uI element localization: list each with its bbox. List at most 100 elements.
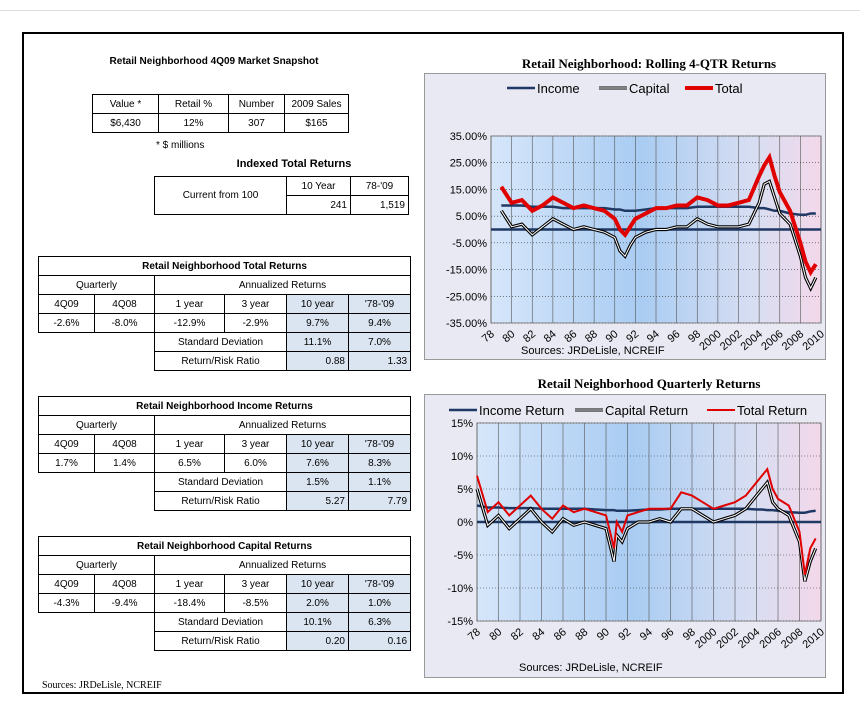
x-tick-label: 2006: [757, 626, 783, 651]
total-sd-78: 7.0%: [347, 332, 412, 352]
snapshot-header-value: Value *: [92, 94, 159, 114]
snapshot-retail: 12%: [158, 113, 229, 133]
snapshot-header-sales: 2009 Sales: [284, 94, 349, 114]
y-tick-label: 25.00%: [450, 158, 488, 170]
y-tick-label: -5.00%: [452, 238, 487, 250]
income-header-cell: '78-'09: [347, 434, 412, 454]
income-title-row: Retail Neighborhood Income Returns: [37, 396, 412, 416]
income-value-cell: 8.3%: [347, 453, 412, 473]
y-tick-label: -15%: [447, 616, 473, 628]
y-tick-label: -10%: [447, 583, 473, 595]
income-value-cell: 7.6%: [286, 453, 349, 473]
total-rr-label: Return/Risk Ratio: [154, 351, 287, 371]
total-header-cell: 4Q08: [94, 294, 155, 314]
y-tick-label: -15.00%: [446, 265, 487, 277]
capital-rr-label: Return/Risk Ratio: [154, 631, 287, 651]
x-tick-label: 82: [509, 626, 526, 643]
capital-value-cell: -8.5%: [224, 593, 287, 613]
total-rr-78: 1.33: [347, 351, 412, 371]
income-rr-78: 7.79: [347, 491, 412, 511]
total-header-cell: 1 year: [154, 294, 225, 314]
y-tick-label: 0%: [457, 517, 473, 529]
x-tick-label: 2000: [693, 626, 719, 651]
total-header-cell: 3 year: [224, 294, 287, 314]
y-tick-label: 5.00%: [456, 211, 487, 223]
x-tick-label: 2002: [718, 328, 744, 353]
snapshot-note: * $ millions: [156, 140, 205, 151]
x-tick-label: 84: [542, 328, 559, 345]
x-tick-label: 92: [624, 328, 641, 345]
income-sd-label: Standard Deviation: [154, 472, 287, 492]
x-tick-label: 88: [583, 328, 600, 345]
x-tick-label: 2010: [800, 626, 825, 651]
capital-returns-table: Retail Neighborhood Capital Returns Quart…: [37, 536, 412, 651]
chart1-panel: 35.00% 25.00% 15.00% 5.00% -5.00% -15.00% -25.…: [424, 73, 827, 360]
series-line-capital-inner: [500, 180, 817, 290]
x-tick-label: 90: [595, 626, 612, 643]
capital-header-cell: 10 year: [286, 574, 349, 594]
capital-header-cell: 1 year: [154, 574, 225, 594]
income-header-cell: 1 year: [154, 434, 225, 454]
x-tick-label: 92: [616, 626, 633, 643]
x-tick-label: 90: [604, 328, 621, 345]
x-tick-label: 2002: [714, 626, 740, 651]
capital-rr-10yr: 0.20: [286, 631, 349, 651]
legend-label: Capital Return: [605, 403, 688, 418]
legend-label: Capital: [629, 81, 670, 96]
income-header-cell: 10 year: [286, 434, 349, 454]
indexed-table: Current from 100 10 Year 78-'09 241 1,51…: [154, 176, 409, 215]
capital-sd-78: 6.3%: [347, 612, 412, 632]
series-line-total: [476, 467, 817, 575]
indexed-10yr: 241: [286, 195, 351, 215]
capital-value-cell: -4.3%: [38, 593, 95, 613]
x-tick-label: 2004: [739, 328, 765, 353]
total-header-cell: 10 year: [286, 294, 349, 314]
total-rr-row: Return/Risk Ratio 0.88 1.33: [39, 351, 412, 371]
capital-sd-label: Standard Deviation: [154, 612, 287, 632]
y-tick-label: 35.00%: [450, 131, 488, 143]
x-tick-label: 80: [487, 626, 504, 643]
chart-source: Sources: JRDeLisle, NCREIF: [519, 662, 663, 674]
total-returns-table: Retail Neighborhood Total Returns Quarter…: [37, 256, 412, 371]
total-value-cell: -2.9%: [224, 313, 287, 333]
total-header-cell: 4Q09: [38, 294, 95, 314]
capital-group-row: Quarterly Annualized Returns: [38, 555, 412, 575]
income-quarterly-label: Quarterly: [38, 415, 155, 435]
total-value-cell: -8.0%: [94, 313, 155, 333]
total-header-cell: '78-'09: [347, 294, 412, 314]
legend-label: Total: [715, 81, 743, 96]
total-quarterly-label: Quarterly: [38, 275, 155, 295]
top-divider: [0, 10, 860, 11]
footer-source: Sources: JRDeLisle, NCREIF: [42, 680, 162, 691]
income-rr-row: Return/Risk Ratio 5.27 7.79: [39, 491, 412, 511]
income-table-title: Retail Neighborhood Income Returns: [37, 396, 412, 416]
total-value-cell: -2.6%: [38, 313, 95, 333]
income-header-cell: 4Q09: [38, 434, 95, 454]
income-value-row: 1.7% 1.4% 6.5% 6.0% 7.6% 8.3%: [38, 453, 412, 473]
total-header-row: 4Q09 4Q08 1 year 3 year 10 year '78-'09: [38, 294, 412, 314]
capital-sd-row: Standard Deviation 10.1% 6.3%: [39, 612, 412, 632]
income-value-cell: 6.5%: [154, 453, 225, 473]
capital-value-cell: 1.0%: [347, 593, 412, 613]
total-sd-10yr: 11.1%: [286, 332, 349, 352]
capital-header-cell: '78-'09: [347, 574, 412, 594]
y-tick-label: 10%: [451, 451, 473, 463]
y-tick-label: 5%: [457, 484, 473, 496]
y-tick-label: -5%: [453, 550, 473, 562]
chart2-panel: 15% 10% 5% 0% -5% -10% -15% 78 80 82 84 86 88 90 92 94 9…: [424, 394, 827, 678]
capital-quarterly-label: Quarterly: [38, 555, 155, 575]
income-group-row: Quarterly Annualized Returns: [38, 415, 412, 435]
total-sd-label: Standard Deviation: [154, 332, 287, 352]
income-sd-row: Standard Deviation 1.5% 1.1%: [39, 472, 412, 492]
income-header-cell: 4Q08: [94, 434, 155, 454]
income-rr-10yr: 5.27: [286, 491, 349, 511]
income-returns-table: Retail Neighborhood Income Returns Quarte…: [37, 396, 412, 511]
legend-label: Income Return: [479, 403, 564, 418]
income-value-cell: 1.4%: [94, 453, 155, 473]
capital-table-title: Retail Neighborhood Capital Returns: [37, 536, 412, 556]
snapshot-header-row: Value * Retail % Number 2009 Sales: [92, 94, 349, 114]
total-value-row: -2.6% -8.0% -12.9% -2.9% 9.7% 9.4%: [38, 313, 412, 333]
x-tick-label: 2006: [759, 328, 785, 353]
x-tick-label: 80: [500, 328, 517, 345]
capital-value-cell: -9.4%: [94, 593, 155, 613]
